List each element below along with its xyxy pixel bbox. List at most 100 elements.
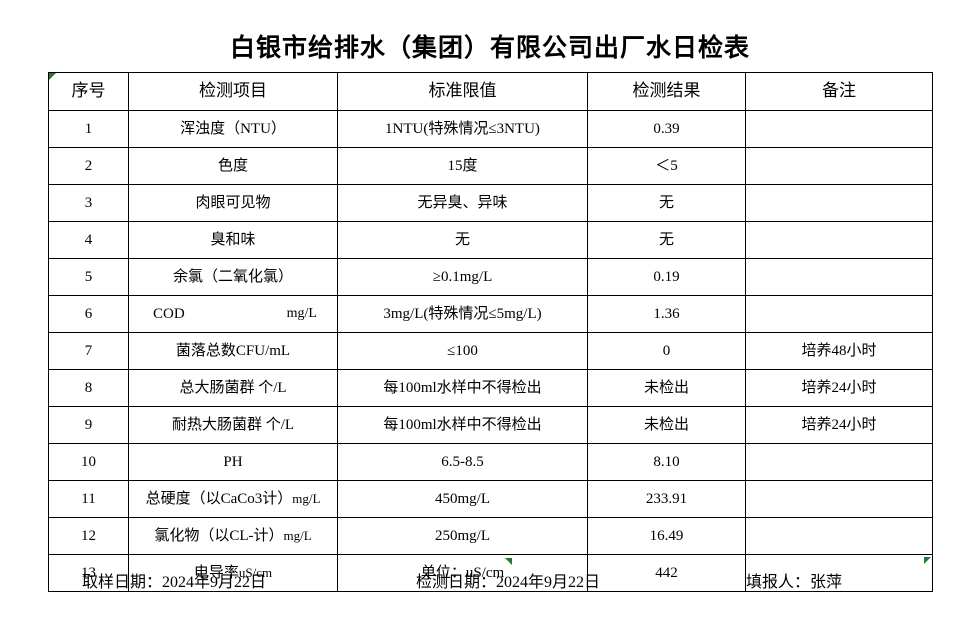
cell-test-result: 未检出 [587,406,746,444]
table-row: 7 菌落总数CFU/mL ≤100 0 培养48小时 [48,332,933,370]
daily-check-table-container: 序号 检测项目 标准限值 检测结果 备注 1 浑浊度（NTU） 1NTU(特殊情况≤… [48,72,933,592]
table-row: 13 电导率uS/cm 单位：uS/cm 442 [48,554,933,592]
table-row: 11 总硬度（以CaCo3计）mg/L 450mg/L 233.91 [48,480,933,518]
cell-sequence-number: 6 [48,295,129,333]
cell-remark [745,517,933,555]
table-header-row: 序号 检测项目 标准限值 检测结果 备注 [48,72,933,111]
cell-standard-limit: 6.5-8.5 [337,443,588,481]
column-header-result: 检测结果 [587,72,746,111]
cell-test-item-unit: mg/L [286,306,317,322]
comment-marker-right-icon [924,557,931,564]
cell-test-result: 16.49 [587,517,746,555]
cell-remark [745,110,933,148]
cell-standard-limit: 无 [337,221,588,259]
table-row: 12 氯化物（以CL-计）mg/L 250mg/L 16.49 [48,517,933,555]
cell-test-result: 未检出 [587,369,746,407]
cell-remark [745,147,933,185]
cell-standard-limit: 250mg/L [337,517,588,555]
daily-check-table: 序号 检测项目 标准限值 检测结果 备注 1 浑浊度（NTU） 1NTU(特殊情况≤… [48,72,933,592]
cell-test-item: 肉眼可见物 [128,184,338,222]
cell-test-item: PH [128,443,338,481]
column-header-limit: 标准限值 [337,72,588,111]
cell-test-item: 色度 [128,147,338,185]
cell-test-item-unit: mg/L [292,490,321,506]
filler-name-label: 填报人：张萍 [746,574,843,591]
table-row: 10 PH 6.5-8.5 8.10 [48,443,933,481]
cell-test-item: 余氯（二氧化氯） [128,258,338,296]
cell-test-item: 总硬度（以CaCo3计）mg/L [128,480,338,518]
column-header-remark: 备注 [745,72,933,111]
cell-test-result: 1.36 [587,295,746,333]
cell-remark: 培养24小时 [745,369,933,407]
cell-sequence-number: 3 [48,184,129,222]
cell-remark [745,221,933,259]
cell-test-result: 无 [587,184,746,222]
cell-test-item-name: COD [153,305,185,322]
cell-remark [745,295,933,333]
cell-test-item-name: 电导率 [193,564,239,581]
cell-remark [745,443,933,481]
cell-standard-limit: 每100ml水样中不得检出 [337,369,588,407]
cell-test-result: ＜5 [587,147,746,185]
cell-sequence-number: 5 [48,258,129,296]
cell-test-item: 菌落总数CFU/mL [128,332,338,370]
column-header-item: 检测项目 [128,72,338,111]
cell-test-result: 442 [587,554,746,592]
cell-sequence-number: 1 [48,110,129,148]
cell-test-result: 0.19 [587,258,746,296]
cell-remark: 培养24小时 [745,406,933,444]
cell-standard-limit: 每100ml水样中不得检出 [337,406,588,444]
cell-sequence-number: 7 [48,332,129,370]
cell-sequence-number: 13 [48,554,129,592]
cell-standard-limit: ≥0.1mg/L [337,258,588,296]
cell-standard-limit: 15度 [337,147,588,185]
cell-remark [745,258,933,296]
table-row: 2 色度 15度 ＜5 [48,147,933,185]
cell-test-result: 0.39 [587,110,746,148]
column-header-seq: 序号 [48,72,129,111]
page-title: 白银市给排水（集团）有限公司出厂水日检表 [229,35,750,62]
table-body: 1 浑浊度（NTU） 1NTU(特殊情况≤3NTU) 0.39 2 色度 15度 ＜5 3 肉眼可… [48,110,933,592]
table-header: 序号 检测项目 标准限值 检测结果 备注 [48,72,933,111]
cell-standard-limit: ≤100 [337,332,588,370]
cell-standard-limit: 单位：uS/cm [337,554,588,592]
cell-test-item: 浑浊度（NTU） [128,110,338,148]
cell-test-item-name: 氯化物（以CL-计） [154,527,284,544]
cell-test-result: 无 [587,221,746,259]
cell-sequence-number: 9 [48,406,129,444]
cell-test-item: 耐热大肠菌群 个/L [128,406,338,444]
cell-test-item: 臭和味 [128,221,338,259]
cell-sequence-number: 10 [48,443,129,481]
cell-test-item-name: 总硬度（以CaCo3计） [145,490,293,507]
cell-test-item: 电导率uS/cm [128,554,338,592]
table-row: 9 耐热大肠菌群 个/L 每100ml水样中不得检出 未检出 培养24小时 [48,406,933,444]
cell-test-item-unit: mg/L [283,527,312,543]
cell-test-result: 8.10 [587,443,746,481]
cell-sequence-number: 11 [48,480,129,518]
table-row: 6 COD mg/L 3mg/L(特殊情况≤5mg/L) 1.36 [48,295,933,333]
table-row: 4 臭和味无无 [48,221,933,259]
cell-remark: 培养48小时 [745,332,933,370]
cell-remark [745,480,933,518]
cell-standard-limit: 无异臭、异味 [337,184,588,222]
cell-sequence-number: 2 [48,147,129,185]
cell-sequence-number: 4 [48,221,129,259]
table-row: 1 浑浊度（NTU） 1NTU(特殊情况≤3NTU) 0.39 [48,110,933,148]
sample-date-label: 取样日期：2024年9月22日 [82,574,267,591]
cell-test-item: 氯化物（以CL-计）mg/L [128,517,338,555]
cell-standard-limit: 3mg/L(特殊情况≤5mg/L) [337,295,588,333]
cell-sequence-number: 8 [48,369,129,407]
comment-marker-icon [49,73,56,80]
comment-marker-mid-icon [505,558,512,565]
cell-sequence-number: 12 [48,517,129,555]
cell-test-result: 233.91 [587,480,746,518]
table-row: 5 余氯（二氧化氯） ≥0.1mg/L 0.19 [48,258,933,296]
cell-remark [745,554,933,592]
table-row: 3 肉眼可见物 无异臭、异味无 [48,184,933,222]
cell-test-item: COD mg/L [128,295,338,333]
cell-remark [745,184,933,222]
cell-test-item: 总大肠菌群 个/L [128,369,338,407]
cell-standard-limit: 1NTU(特殊情况≤3NTU) [337,110,588,148]
table-row: 8 总大肠菌群 个/L 每100ml水样中不得检出 未检出 培养24小时 [48,369,933,407]
